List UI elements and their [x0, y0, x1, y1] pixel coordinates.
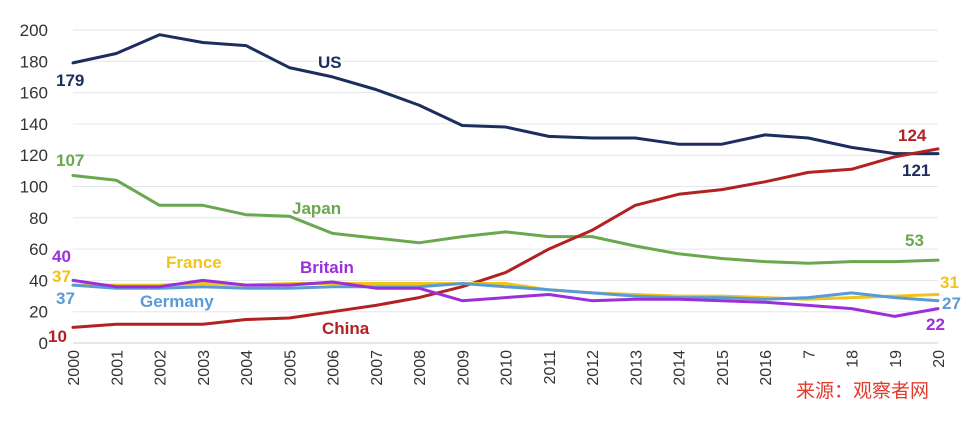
- x-tick-label: 2016: [758, 350, 775, 386]
- y-tick-label: 80: [29, 209, 48, 228]
- x-tick-label: 7: [801, 350, 818, 359]
- series-label-germany: Germany: [140, 292, 214, 311]
- y-tick-label: 0: [39, 334, 48, 353]
- x-tick-label: 2000: [66, 350, 83, 386]
- series-line-us: [71, 33, 940, 156]
- france-end-value: 31: [940, 273, 959, 292]
- series-line-japan: [71, 174, 940, 265]
- x-tick-label: 20: [931, 350, 948, 368]
- y-tick-label: 140: [20, 115, 48, 134]
- series-labels: US Japan China France Germany Britain: [140, 53, 370, 338]
- x-tick-label: 2013: [628, 350, 645, 386]
- y-tick-label: 180: [20, 52, 48, 71]
- x-tick-label: 2014: [672, 350, 689, 386]
- series-line-china: [71, 147, 940, 329]
- y-tick-label: 40: [29, 271, 48, 290]
- x-tick-label: 2012: [585, 350, 602, 386]
- x-tick-label: 2004: [239, 350, 256, 386]
- x-tick-label: 2007: [369, 350, 386, 386]
- x-tick-label: 2015: [715, 350, 732, 386]
- x-tick-label: 2009: [455, 350, 472, 386]
- series-label-france: France: [166, 253, 222, 272]
- us-end-value: 121: [902, 161, 930, 180]
- x-tick-label: 2002: [153, 350, 170, 386]
- x-tick-label: 2005: [282, 350, 299, 386]
- x-tick-label: 18: [845, 350, 862, 368]
- x-tick-label: 2011: [542, 350, 559, 385]
- series-label-japan: Japan: [292, 199, 341, 218]
- y-tick-label: 60: [29, 240, 48, 259]
- us-start-value: 179: [56, 71, 84, 90]
- series-label-britain: Britain: [300, 258, 354, 277]
- source-watermark: 来源：观察者网: [796, 380, 929, 402]
- y-axis-ticks: 0 20 40 60 80 100 120 140 160 180 200: [20, 21, 48, 353]
- grid-lines: [73, 29, 938, 344]
- japan-start-value: 107: [56, 151, 84, 170]
- series-lines: [71, 33, 940, 329]
- x-tick-label: 2003: [196, 350, 213, 386]
- series-line-germany: [71, 282, 940, 303]
- y-tick-label: 20: [29, 303, 48, 322]
- value-labels: 179 107 10 37 37 40 121 53 124 31 27 22: [48, 71, 961, 346]
- x-tick-label: 2001: [109, 350, 126, 386]
- britain-start-value: 40: [52, 247, 71, 266]
- britain-end-value: 22: [926, 315, 945, 334]
- series-line-britain: [71, 278, 940, 318]
- germany-start-value: 37: [56, 289, 75, 308]
- series-label-china: China: [322, 319, 370, 338]
- x-tick-label: 19: [888, 350, 905, 368]
- y-tick-label: 120: [20, 146, 48, 165]
- series-label-us: US: [318, 53, 342, 72]
- y-tick-label: 200: [20, 21, 48, 40]
- x-tick-label: 2006: [326, 350, 343, 386]
- germany-end-value: 27: [942, 294, 961, 313]
- y-tick-label: 160: [20, 84, 48, 103]
- japan-end-value: 53: [905, 231, 924, 250]
- france-start-value: 37: [52, 267, 71, 286]
- x-tick-label: 2010: [499, 350, 516, 386]
- china-start-value: 10: [48, 327, 67, 346]
- y-tick-label: 100: [20, 178, 48, 197]
- x-tick-label: 2008: [412, 350, 429, 386]
- china-end-value: 124: [898, 126, 927, 145]
- x-axis-ticks: 2000 2001 2002 2003 2004 2005 2006 2007 2008 2009…: [66, 350, 948, 386]
